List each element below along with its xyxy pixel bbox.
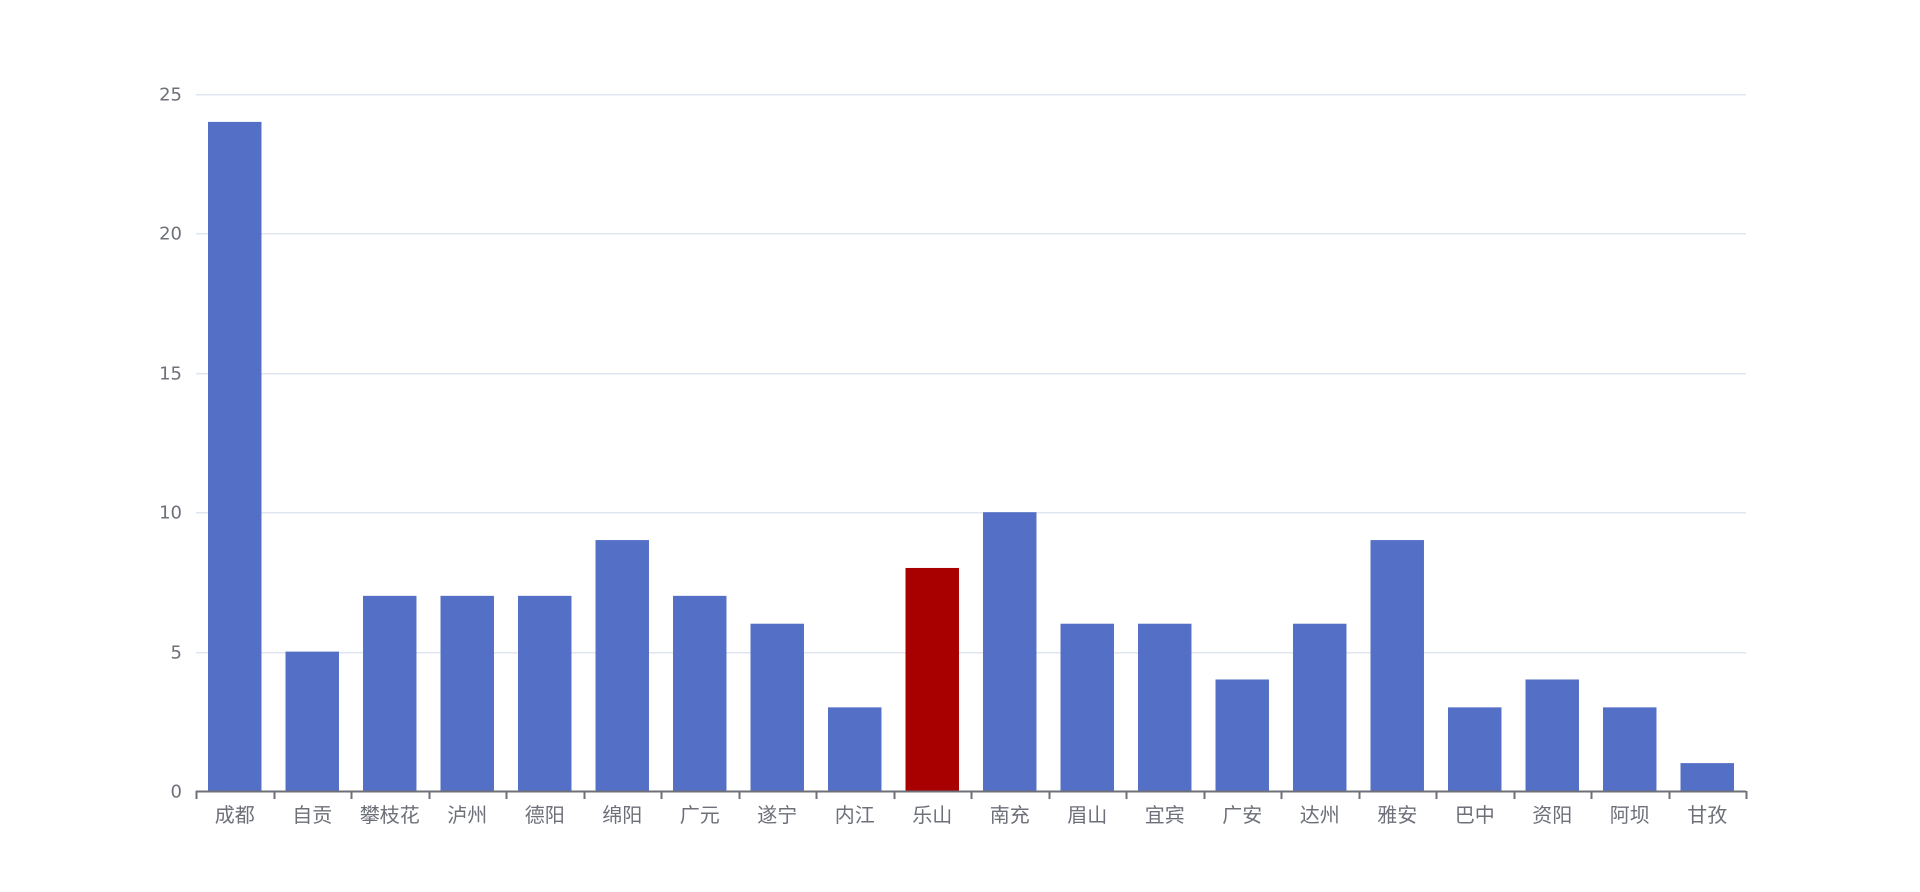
bar-德阳[interactable] [518, 595, 572, 791]
x-tick-label: 眉山 [1067, 803, 1107, 827]
bar-攀枝花[interactable] [363, 595, 417, 791]
x-tick-label: 自贡 [292, 803, 332, 827]
bar-宜宾[interactable] [1138, 623, 1192, 791]
bar-巴中[interactable] [1448, 707, 1502, 791]
y-tick-label: 10 [159, 503, 182, 524]
x-tick-label: 达州 [1300, 803, 1340, 827]
x-tick-label: 南充 [990, 803, 1030, 827]
bars [208, 121, 1734, 791]
bar-达州[interactable] [1293, 623, 1347, 791]
bar-自贡[interactable] [285, 651, 339, 791]
tick-labels: 0 5 10 15 20 25 成都 自贡 攀枝花 泸州 德阳 绵阳 广元 遂宁 内江 乐山 南充 眉山 宜宾 广安 达… [159, 85, 1727, 828]
y-tick-label: 5 [171, 643, 182, 664]
x-tick-label: 乐山 [912, 803, 952, 827]
y-tick-label: 25 [159, 85, 182, 106]
x-tick-label: 遂宁 [757, 803, 797, 827]
x-tick-label: 甘孜 [1687, 803, 1727, 827]
bar-南充[interactable] [983, 512, 1037, 791]
bar-绵阳[interactable] [595, 540, 649, 791]
x-tick-label: 成都 [215, 803, 255, 827]
x-tick-label: 广元 [680, 803, 720, 827]
bar-乐山[interactable] [905, 567, 959, 791]
x-tick-label: 巴中 [1455, 803, 1495, 827]
x-tick-label: 阿坝 [1610, 803, 1650, 827]
grid-lines [196, 93, 1746, 654]
x-tick-label: 攀枝花 [360, 803, 420, 827]
bar-广安[interactable] [1215, 679, 1269, 791]
x-tick-label: 宜宾 [1145, 803, 1185, 827]
y-tick-label: 15 [159, 364, 182, 385]
bar-眉山[interactable] [1060, 623, 1114, 791]
x-tick-label: 泸州 [447, 803, 487, 827]
x-tick-label: 绵阳 [602, 803, 642, 827]
y-tick-label: 0 [171, 782, 182, 803]
x-tick-label: 德阳 [525, 803, 565, 827]
y-tick-label: 20 [159, 224, 182, 245]
bar-雅安[interactable] [1370, 540, 1424, 791]
bar-成都[interactable] [208, 121, 262, 791]
x-tick-label: 资阳 [1532, 803, 1572, 827]
axes [195, 790, 1748, 799]
bar-资阳[interactable] [1525, 679, 1579, 791]
x-tick-label: 广安 [1222, 803, 1262, 827]
bar-广元[interactable] [673, 595, 727, 791]
bar-甘孜[interactable] [1680, 763, 1734, 791]
x-tick-label: 雅安 [1377, 803, 1417, 827]
bar-泸州[interactable] [440, 595, 494, 791]
x-tick-label: 内江 [835, 803, 875, 827]
bar-阿坝[interactable] [1603, 707, 1657, 791]
bar-内江[interactable] [828, 707, 882, 791]
bar-遂宁[interactable] [750, 623, 804, 791]
